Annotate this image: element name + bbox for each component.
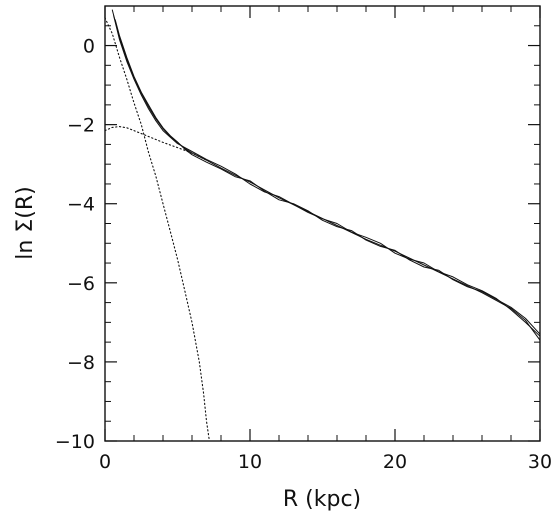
dotted-component-curve-3 (104, 17, 210, 442)
plot-frame (104, 5, 541, 442)
y-tick-label: −10 (55, 431, 95, 453)
profile-curve-1 (113, 15, 541, 337)
axis-ticks (104, 5, 541, 442)
y-tick-label: −8 (67, 352, 95, 374)
dotted-component-curve-4 (104, 126, 208, 161)
x-tick-label: 30 (528, 451, 552, 473)
y-axis-label: ln Σ(R) (13, 186, 38, 259)
x-tick-label: 20 (383, 451, 407, 473)
profile-curve-0 (111, 9, 541, 341)
series-layer (104, 9, 541, 442)
x-tick-label: 0 (99, 451, 111, 473)
axis-tick-labels: 0 10 20 30 0 −2 −4 −6 −8 −10 (55, 36, 552, 473)
y-tick-label: −6 (67, 273, 95, 295)
profile-curve-2 (114, 19, 541, 335)
y-tick-label: −2 (67, 115, 95, 137)
x-axis-label: R (kpc) (283, 487, 361, 512)
y-tick-label: −4 (67, 194, 95, 216)
x-tick-label: 10 (238, 451, 262, 473)
y-tick-label: 0 (83, 36, 95, 58)
